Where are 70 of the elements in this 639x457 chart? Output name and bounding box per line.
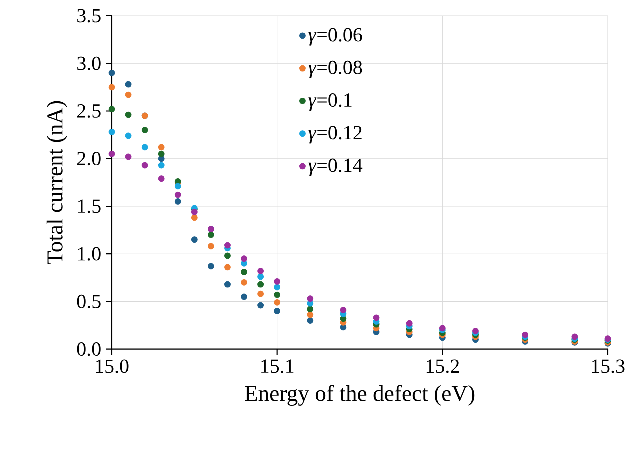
point <box>108 150 116 158</box>
point <box>258 268 264 274</box>
x-axis-title: Energy of the defect (eV) <box>245 385 475 406</box>
point <box>208 232 214 238</box>
point <box>191 208 198 216</box>
y-tick-label: 3.5 <box>78 9 101 23</box>
point <box>208 243 214 250</box>
point <box>174 192 182 198</box>
point <box>241 279 248 286</box>
x-tick-label: 15.1 <box>262 360 294 374</box>
point <box>174 183 182 190</box>
point <box>307 312 314 318</box>
legend-label: γ=0.06 <box>308 28 362 46</box>
point <box>307 318 314 324</box>
point <box>241 268 248 276</box>
point <box>125 154 132 160</box>
legend-label: γ=0.1 <box>308 94 352 112</box>
point <box>258 274 264 280</box>
point <box>158 176 165 182</box>
point <box>108 70 116 76</box>
point <box>307 306 314 313</box>
point <box>274 299 281 306</box>
y-tick-label: 1.0 <box>78 247 101 261</box>
point <box>191 214 198 222</box>
y-tick-label: 2.0 <box>77 152 101 166</box>
point <box>224 252 231 260</box>
point <box>142 162 148 169</box>
point <box>274 308 281 314</box>
point <box>108 84 116 91</box>
point <box>258 302 264 309</box>
point <box>340 307 347 314</box>
y-tick-label: 0.5 <box>77 294 101 309</box>
point <box>307 296 314 302</box>
point <box>108 106 116 113</box>
point <box>158 144 165 151</box>
legend-label: γ=0.08 <box>308 60 362 78</box>
point <box>241 294 248 300</box>
point <box>191 236 198 244</box>
point <box>258 290 264 298</box>
point <box>208 263 214 270</box>
point <box>274 278 281 285</box>
point <box>125 132 132 140</box>
point <box>258 281 264 288</box>
point <box>125 112 132 118</box>
legend-label: γ=0.12 <box>308 126 362 144</box>
point <box>142 144 148 151</box>
point <box>158 150 165 158</box>
x-tick-label: 15.2 <box>426 360 460 374</box>
point <box>406 320 413 327</box>
point <box>125 81 132 88</box>
point <box>224 264 231 271</box>
x-tick-label: 15.0 <box>96 360 129 374</box>
x-tick-label: 15.3 <box>592 360 625 374</box>
point <box>373 314 380 322</box>
point <box>158 162 165 169</box>
point <box>224 242 231 249</box>
point <box>125 92 132 98</box>
point <box>108 128 116 136</box>
y-tick-label: 3.0 <box>78 56 101 70</box>
y-tick-label: 0.0 <box>77 342 101 356</box>
point <box>241 256 248 262</box>
point <box>142 127 148 134</box>
point <box>174 198 182 205</box>
point <box>274 292 281 298</box>
y-tick-label: 1.5 <box>78 200 101 214</box>
legend-label: γ=0.14 <box>308 158 363 176</box>
y-axis-title: Total current (nA) <box>46 101 68 265</box>
y-tick-label: 2.5 <box>77 104 101 118</box>
point <box>274 284 281 291</box>
point <box>224 281 231 288</box>
